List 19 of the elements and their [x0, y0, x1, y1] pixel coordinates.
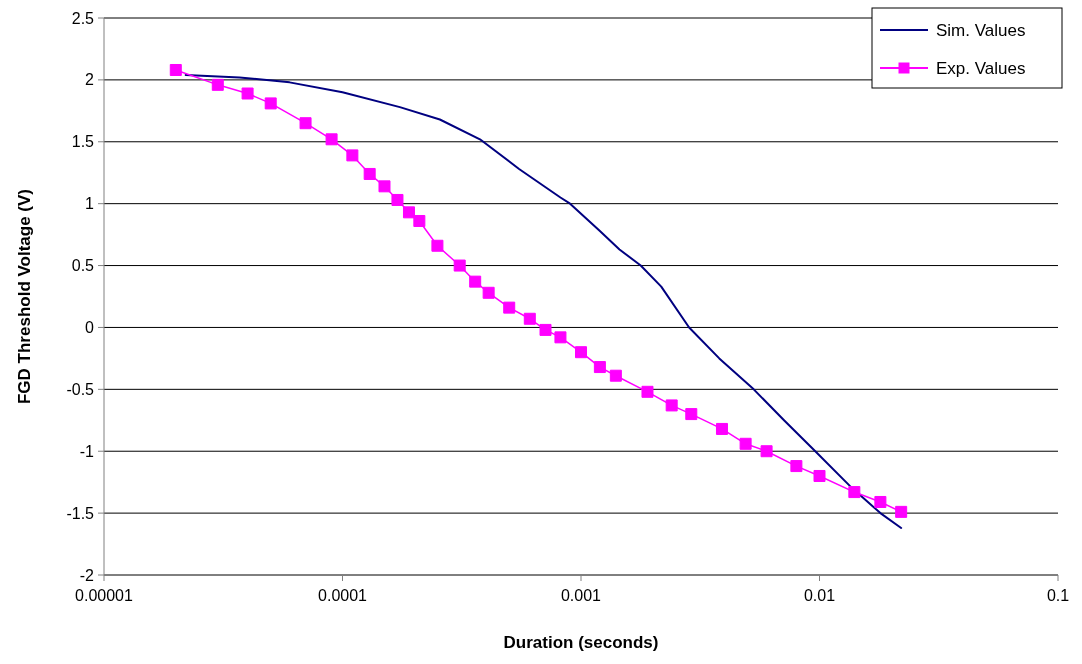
x-tick-label: 0.01	[803, 587, 836, 604]
legend-label: Exp. Values	[936, 58, 1026, 78]
y-tick-label: -1	[79, 442, 95, 460]
x-axis-title: Duration (seconds)	[503, 633, 659, 652]
y-tick-label: 2	[85, 71, 95, 89]
y-axis-title: FGD Threshold Voltage (V)	[15, 188, 34, 405]
y-tick-label: 1	[85, 195, 95, 213]
x-tick-label: 0.00001	[75, 587, 134, 604]
y-tick-label: 1.5	[71, 133, 95, 151]
y-tick-label: -1.5	[66, 504, 95, 522]
x-tick-label: 0.0001	[318, 587, 368, 604]
y-tick-label: 0.5	[71, 257, 95, 275]
y-tick-label: 2.5	[71, 9, 95, 27]
y-tick-label: -2	[79, 566, 95, 584]
x-tick-label: 0.1	[1046, 587, 1070, 604]
x-tick-label: 0.001	[560, 587, 602, 604]
y-tick-label: 0	[85, 319, 95, 337]
y-tick-label: -0.5	[66, 380, 95, 398]
legend-label: Sim. Values	[936, 20, 1026, 40]
